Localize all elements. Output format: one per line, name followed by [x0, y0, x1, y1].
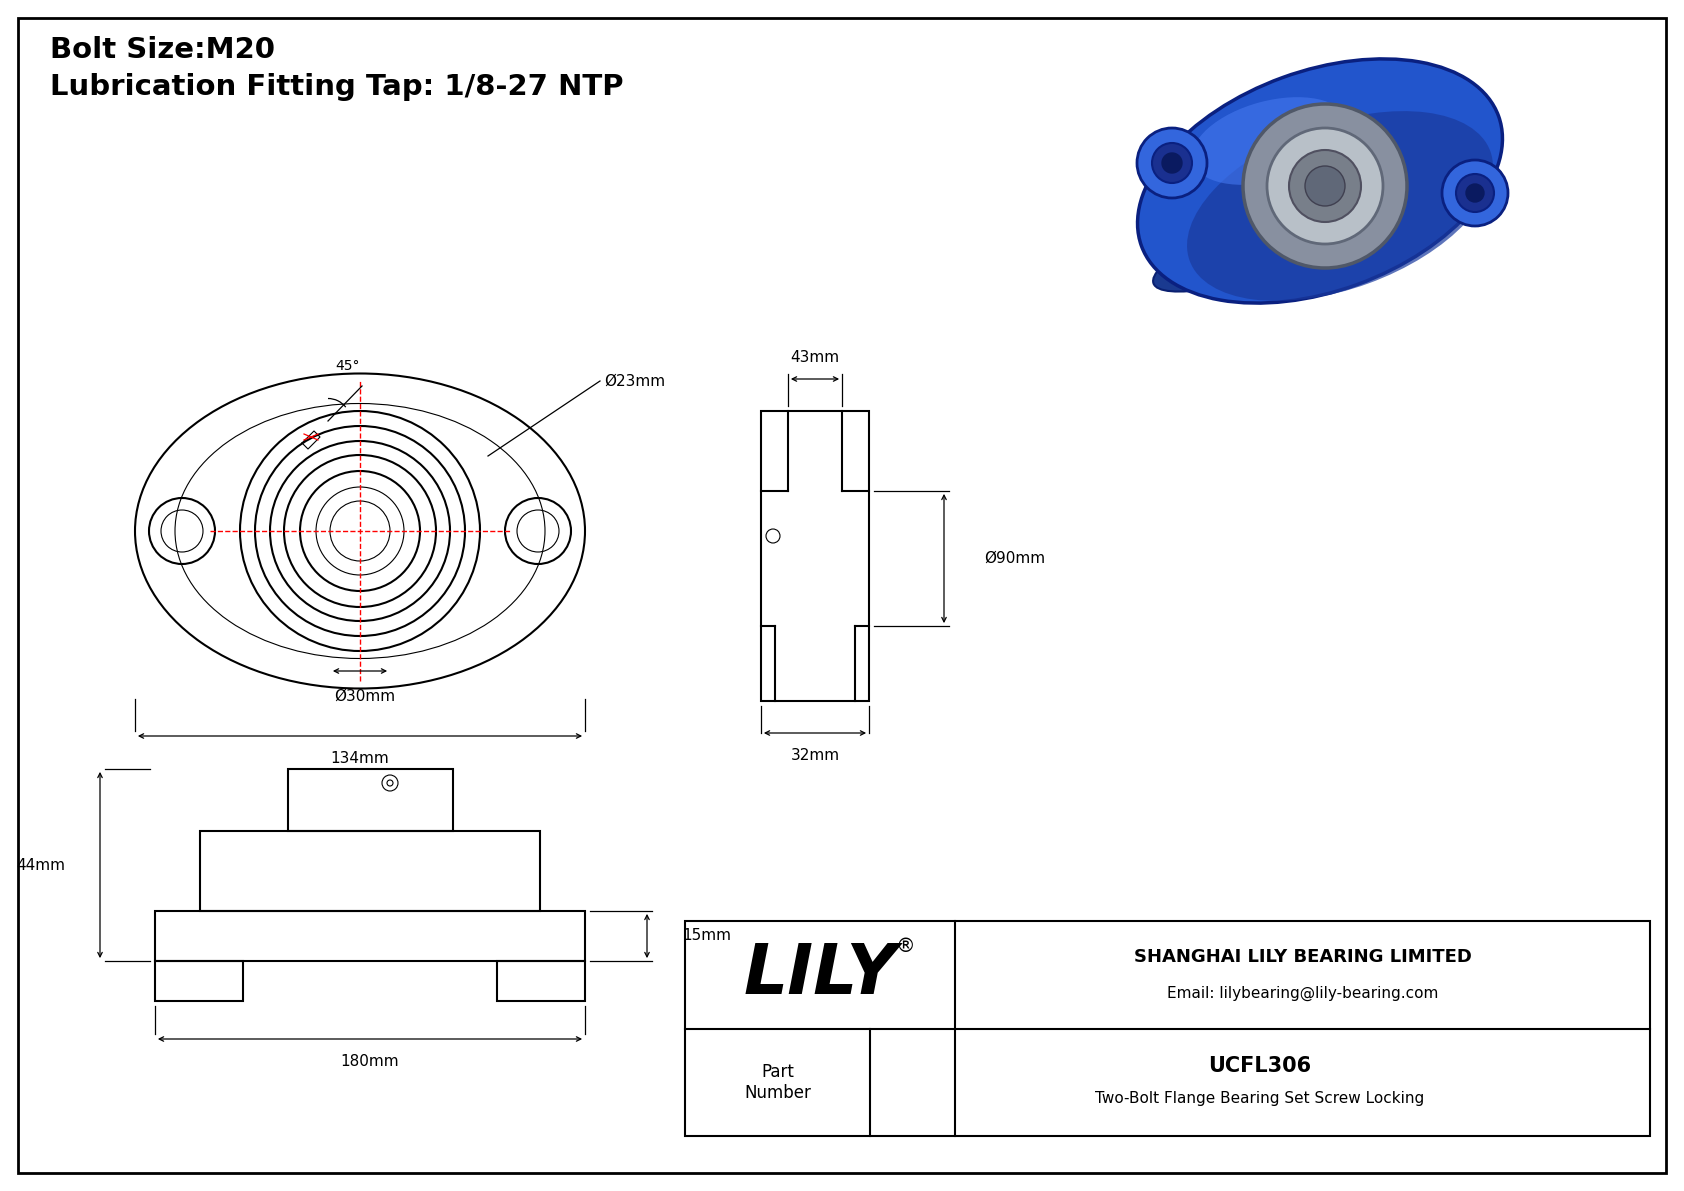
- Circle shape: [1467, 183, 1484, 202]
- Text: 15mm: 15mm: [682, 929, 731, 943]
- Text: Email: lilybearing@lily-bearing.com: Email: lilybearing@lily-bearing.com: [1167, 985, 1438, 1000]
- Text: ®: ®: [896, 937, 914, 956]
- Bar: [155, 911, 584, 961]
- Bar: [761, 411, 869, 701]
- Text: 180mm: 180mm: [340, 1054, 399, 1070]
- Circle shape: [1243, 104, 1408, 268]
- Circle shape: [1457, 174, 1494, 212]
- Text: SHANGHAI LILY BEARING LIMITED: SHANGHAI LILY BEARING LIMITED: [1133, 948, 1472, 966]
- Text: Ø90mm: Ø90mm: [983, 551, 1046, 566]
- Circle shape: [1137, 127, 1207, 198]
- Text: Part
Number: Part Number: [744, 1064, 812, 1102]
- Bar: [155, 961, 242, 1000]
- Text: UCFL306: UCFL306: [1209, 1056, 1312, 1077]
- Text: 43mm: 43mm: [790, 350, 840, 364]
- Circle shape: [1162, 152, 1182, 173]
- Circle shape: [1266, 127, 1383, 244]
- Circle shape: [1152, 143, 1192, 183]
- Text: Two-Bolt Flange Bearing Set Screw Locking: Two-Bolt Flange Bearing Set Screw Lockin…: [1095, 1091, 1425, 1106]
- Text: 44mm: 44mm: [17, 858, 66, 873]
- Text: Ø30mm: Ø30mm: [335, 690, 396, 704]
- Circle shape: [1305, 166, 1346, 206]
- Text: 134mm: 134mm: [330, 752, 389, 766]
- Circle shape: [1442, 160, 1507, 226]
- Text: 45°: 45°: [335, 358, 360, 373]
- Ellipse shape: [1154, 150, 1497, 292]
- Text: Ø23mm: Ø23mm: [605, 374, 665, 388]
- Ellipse shape: [1187, 111, 1494, 301]
- Bar: [685, 921, 1650, 1136]
- Bar: [497, 961, 584, 1000]
- Ellipse shape: [1137, 58, 1502, 303]
- Circle shape: [1288, 150, 1361, 222]
- Text: Lubrication Fitting Tap: 1/8-27 NTP: Lubrication Fitting Tap: 1/8-27 NTP: [51, 73, 623, 101]
- Text: Bolt Size:M20: Bolt Size:M20: [51, 36, 274, 64]
- Text: LILY: LILY: [743, 942, 898, 1009]
- Ellipse shape: [1192, 98, 1347, 185]
- Bar: [288, 769, 453, 831]
- Bar: [200, 831, 541, 911]
- Text: 32mm: 32mm: [790, 748, 840, 763]
